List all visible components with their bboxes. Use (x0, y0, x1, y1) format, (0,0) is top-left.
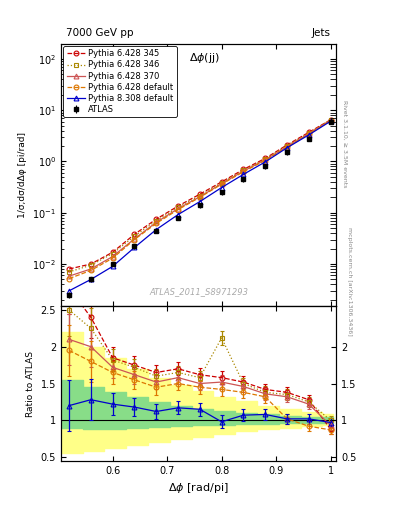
Pythia 6.428 default (67, 275, 72, 282)
Pythia 6.428 370 (132, 236, 137, 242)
Pythia 8.308 default (328, 118, 333, 124)
Pythia 6.428 345 (176, 203, 180, 209)
Pythia 6.428 default (154, 220, 159, 226)
Pythia 6.428 346 (328, 117, 333, 123)
Pythia 6.428 default (88, 267, 93, 273)
Pythia 6.428 345 (88, 261, 93, 267)
Text: Jets: Jets (312, 28, 331, 38)
Pythia 6.428 370 (219, 181, 224, 187)
Pythia 6.428 370 (241, 168, 246, 174)
Pythia 6.428 370 (110, 253, 115, 260)
Pythia 6.428 346 (176, 204, 180, 210)
Pythia 6.428 345 (328, 117, 333, 123)
Pythia 6.428 370 (328, 117, 333, 123)
Pythia 6.428 345 (197, 191, 202, 197)
Line: Pythia 8.308 default: Pythia 8.308 default (67, 119, 333, 293)
Pythia 6.428 345 (110, 249, 115, 255)
Pythia 8.308 default (88, 276, 93, 283)
Pythia 6.428 370 (88, 266, 93, 272)
Pythia 6.428 370 (307, 131, 311, 137)
Pythia 6.428 346 (67, 269, 72, 275)
Line: Pythia 6.428 346: Pythia 6.428 346 (67, 117, 333, 274)
Pythia 6.428 345 (154, 216, 159, 222)
Pythia 6.428 default (263, 157, 268, 163)
Pythia 6.428 370 (197, 194, 202, 200)
Pythia 6.428 346 (219, 180, 224, 186)
Text: ATLAS_2011_S8971293: ATLAS_2011_S8971293 (149, 287, 248, 296)
Line: Pythia 6.428 370: Pythia 6.428 370 (67, 118, 333, 279)
Text: 7000 GeV pp: 7000 GeV pp (66, 28, 134, 38)
Pythia 6.428 default (219, 181, 224, 187)
Y-axis label: 1/σ;dσ/dΔφ [pi/rad]: 1/σ;dσ/dΔφ [pi/rad] (18, 132, 27, 218)
Pythia 6.428 default (328, 117, 333, 123)
Line: Pythia 6.428 default: Pythia 6.428 default (67, 118, 333, 281)
Pythia 6.428 346 (285, 142, 289, 148)
Pythia 6.428 345 (241, 166, 246, 173)
Text: $\Delta\phi$(jj): $\Delta\phi$(jj) (189, 51, 219, 66)
Pythia 8.308 default (110, 263, 115, 269)
Text: Rivet 3.1.10, ≥ 3.5M events: Rivet 3.1.10, ≥ 3.5M events (342, 100, 347, 187)
Pythia 6.428 345 (219, 179, 224, 185)
Pythia 6.428 default (197, 194, 202, 200)
Legend: Pythia 6.428 345, Pythia 6.428 346, Pythia 6.428 370, Pythia 6.428 default, Pyth: Pythia 6.428 345, Pythia 6.428 346, Pyth… (63, 46, 177, 117)
Pythia 6.428 346 (132, 233, 137, 239)
Pythia 6.428 370 (67, 273, 72, 279)
Pythia 6.428 default (176, 206, 180, 212)
Pythia 8.308 default (307, 132, 311, 138)
Line: Pythia 6.428 345: Pythia 6.428 345 (67, 117, 333, 271)
Pythia 8.308 default (67, 288, 72, 294)
Pythia 6.428 345 (132, 231, 137, 238)
Pythia 6.428 345 (285, 142, 289, 148)
Pythia 6.428 346 (241, 167, 246, 174)
Pythia 6.428 default (132, 237, 137, 243)
Pythia 8.308 default (285, 145, 289, 151)
Pythia 6.428 default (307, 131, 311, 137)
Y-axis label: Ratio to ATLAS: Ratio to ATLAS (26, 351, 35, 417)
Pythia 6.428 346 (110, 250, 115, 257)
Pythia 6.428 346 (307, 130, 311, 136)
Pythia 6.428 345 (263, 155, 268, 161)
Pythia 6.428 default (285, 144, 289, 150)
X-axis label: $\Delta\phi$ [rad/pi]: $\Delta\phi$ [rad/pi] (168, 481, 229, 495)
Text: mcplots.cern.ch [arXiv:1306.3436]: mcplots.cern.ch [arXiv:1306.3436] (347, 227, 352, 336)
Pythia 8.308 default (241, 172, 246, 178)
Pythia 6.428 370 (285, 143, 289, 150)
Pythia 6.428 346 (154, 218, 159, 224)
Pythia 6.428 345 (307, 130, 311, 136)
Pythia 6.428 346 (197, 193, 202, 199)
Pythia 8.308 default (263, 159, 268, 165)
Pythia 8.308 default (197, 199, 202, 205)
Pythia 6.428 346 (88, 262, 93, 268)
Pythia 6.428 370 (263, 157, 268, 163)
Pythia 6.428 default (110, 255, 115, 261)
Pythia 8.308 default (132, 244, 137, 250)
Pythia 8.308 default (176, 211, 180, 218)
Pythia 8.308 default (219, 184, 224, 190)
Pythia 8.308 default (154, 226, 159, 232)
Pythia 6.428 345 (67, 266, 72, 272)
Pythia 6.428 default (241, 168, 246, 175)
Pythia 6.428 346 (263, 156, 268, 162)
Pythia 6.428 370 (176, 206, 180, 212)
Pythia 6.428 370 (154, 219, 159, 225)
